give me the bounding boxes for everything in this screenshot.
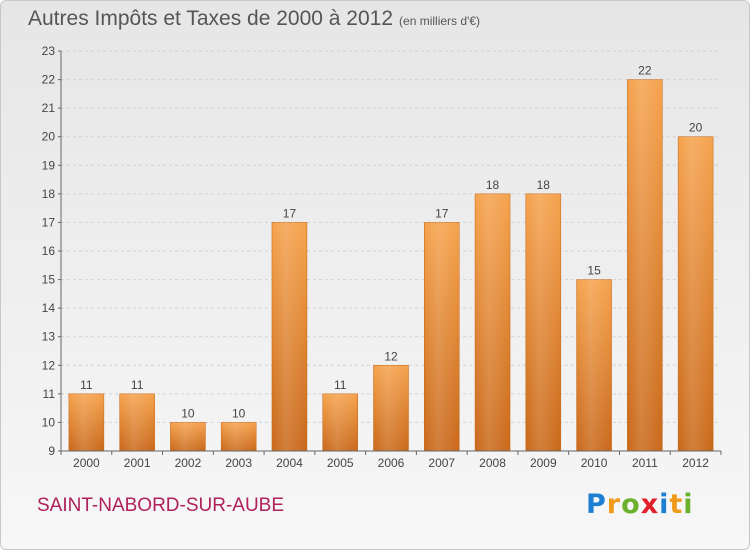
bar-highlight <box>170 422 206 451</box>
bar-highlight <box>475 193 511 451</box>
x-tick-label: 2003 <box>225 456 252 470</box>
y-tick-labels: 9 10 11 12 13 14 15 16 17 18 19 20 21 22 23 <box>42 44 61 458</box>
bar-highlight <box>221 422 257 451</box>
value-label: 18 <box>486 178 500 192</box>
y-tick-label: 23 <box>42 44 56 58</box>
x-tick-label: 2006 <box>378 456 405 470</box>
x-tick-label: 2002 <box>175 456 202 470</box>
y-tick-label: 12 <box>42 358 56 372</box>
bar-highlight <box>424 222 460 451</box>
logo-letter: o <box>621 489 641 520</box>
y-tick-label: 10 <box>42 415 56 429</box>
x-tick-label: 2008 <box>479 456 506 470</box>
value-label: 11 <box>80 378 93 392</box>
chart-title: Autres Impôts et Taxes de 2000 à 2012 (en… <box>28 7 480 31</box>
y-tick-label: 21 <box>42 101 56 115</box>
chart-title-unit: (en milliers d'€) <box>399 14 481 28</box>
y-tick-label: 14 <box>42 301 56 315</box>
value-label: 22 <box>638 64 652 78</box>
x-tick-label: 2011 <box>632 456 658 470</box>
value-label: 12 <box>384 349 398 363</box>
logo-letter: t <box>669 489 684 520</box>
x-tick-label: 2010 <box>581 456 608 470</box>
bar-highlight <box>271 222 307 451</box>
y-tick-label: 18 <box>42 187 56 201</box>
y-tick-label: 13 <box>42 330 56 344</box>
logo-letter: x <box>640 489 660 520</box>
commune-name: SAINT-NABORD-SUR-AUBE <box>37 495 285 516</box>
x-tick-label: 2004 <box>276 456 303 470</box>
bar-highlight <box>322 393 358 451</box>
y-tick-label: 15 <box>42 273 56 287</box>
proxiti-logo: Proxiti <box>586 489 694 520</box>
bar-highlight <box>678 136 714 451</box>
x-tick-label: 2012 <box>682 456 709 470</box>
x-tick-label: 2007 <box>428 456 455 470</box>
logo-letter: P <box>586 489 607 520</box>
value-label: 18 <box>537 178 551 192</box>
y-tick-label: 19 <box>42 158 56 172</box>
value-label: 10 <box>232 406 246 420</box>
y-tick-label: 22 <box>42 73 56 87</box>
value-label: 15 <box>587 264 601 278</box>
logo-letter: r <box>606 489 622 520</box>
value-label: 11 <box>131 378 144 392</box>
bar-highlight <box>373 365 409 451</box>
x-tick-label: 2009 <box>530 456 557 470</box>
y-tick-label: 20 <box>42 130 56 144</box>
bar-highlight <box>576 279 612 451</box>
value-label: 11 <box>334 378 347 392</box>
y-tick-label: 17 <box>42 215 56 229</box>
value-label: 17 <box>435 206 449 220</box>
x-tick-label: 2000 <box>73 456 100 470</box>
y-tick-label: 16 <box>42 244 56 258</box>
y-tick-label: 9 <box>48 444 55 458</box>
logo-letter: i <box>659 489 670 520</box>
bar-highlight <box>119 393 155 451</box>
x-tick-labels: 2000 2001 2002 2003 2004 2005 2006 2007 2008 2009… <box>60 451 722 470</box>
bars <box>68 79 714 452</box>
value-labels: 11 11 10 10 17 11 12 17 18 18 15 22 20 <box>80 64 702 421</box>
value-label: 10 <box>181 406 195 420</box>
x-tick-label: 2005 <box>327 456 354 470</box>
value-label: 20 <box>689 121 703 135</box>
logo-letter: i <box>683 489 694 520</box>
bar-highlight <box>68 393 104 451</box>
chart-title-main: Autres Impôts et Taxes de 2000 à 2012 <box>28 7 394 30</box>
bar-highlight <box>525 193 561 451</box>
bar-highlight <box>627 79 663 452</box>
x-tick-label: 2001 <box>124 456 151 470</box>
value-label: 17 <box>283 206 297 220</box>
y-tick-label: 11 <box>43 387 56 401</box>
